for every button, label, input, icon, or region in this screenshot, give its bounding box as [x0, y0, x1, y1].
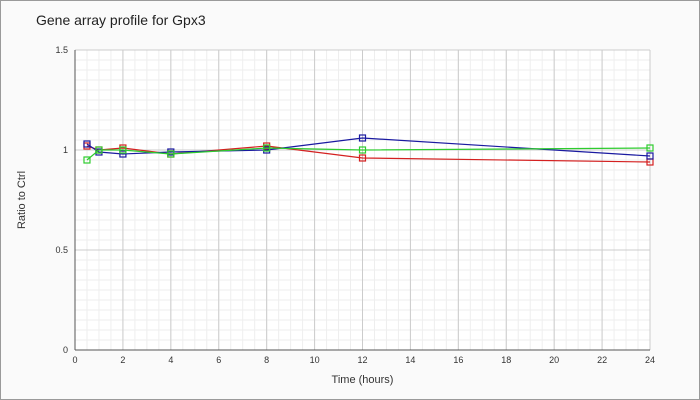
series-line	[86, 147, 651, 161]
x-tick-label: 4	[168, 355, 173, 365]
x-tick-label: 22	[597, 355, 607, 365]
data-point	[646, 144, 654, 152]
x-tick-label: 0	[72, 355, 77, 365]
series-3	[83, 144, 654, 164]
x-tick-label: 14	[405, 355, 415, 365]
data-point	[83, 156, 91, 164]
y-tick-label: 0.5	[55, 245, 68, 255]
y-tick-label: 0	[63, 345, 68, 355]
data-point	[358, 146, 367, 154]
data-point	[646, 152, 654, 160]
data-point	[358, 154, 367, 162]
y-axis-label: Ratio to Ctrl	[16, 171, 28, 229]
series-line	[86, 137, 651, 157]
data-point	[358, 134, 367, 142]
x-tick-label: 20	[549, 355, 559, 365]
x-tick-label: 18	[501, 355, 511, 365]
data-point	[119, 146, 127, 154]
x-tick-label: 8	[264, 355, 269, 365]
y-axis-ticks: 0 0.5 1 1.5	[55, 45, 68, 355]
data-point	[95, 146, 103, 154]
x-tick-label: 24	[645, 355, 655, 365]
series-layer	[83, 134, 654, 166]
x-axis-ticks: 0 2 4 6 8 10 12 14 16 18 20 22 24	[72, 355, 655, 365]
axes	[74, 50, 650, 351]
data-point	[83, 140, 91, 148]
x-tick-label: 12	[357, 355, 367, 365]
data-point	[167, 150, 175, 158]
y-tick-label: 1.5	[55, 45, 68, 55]
x-tick-label: 6	[216, 355, 221, 365]
y-tick-label: 1	[63, 145, 68, 155]
x-tick-label: 10	[310, 355, 320, 365]
x-tick-label: 2	[120, 355, 125, 365]
x-axis-label: Time (hours)	[332, 374, 394, 386]
data-point	[119, 150, 127, 158]
x-tick-label: 16	[453, 355, 463, 365]
chart-title: Gene array profile for Gpx3	[36, 12, 206, 28]
data-point	[263, 144, 271, 152]
